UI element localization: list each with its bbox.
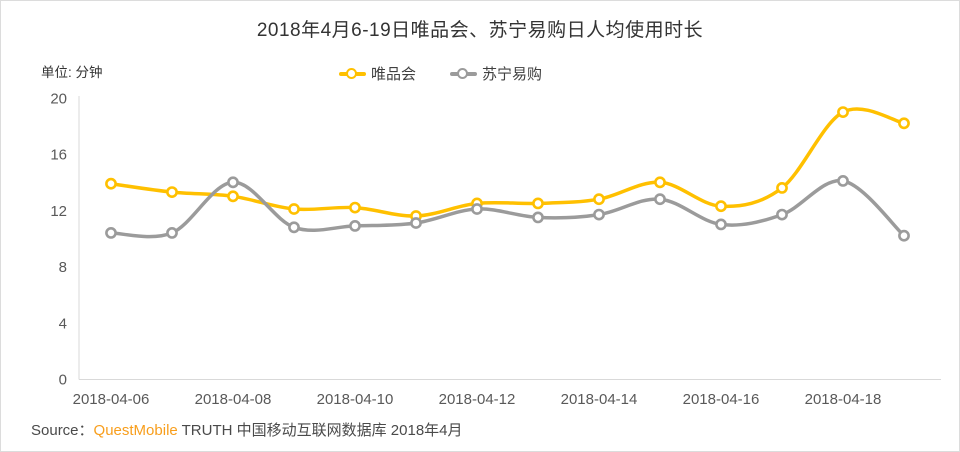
y-axis-label: 4 [59, 315, 67, 332]
data-point-苏宁易购 [288, 221, 300, 234]
legend-item-vipshop: 唯品会 [339, 63, 416, 84]
data-point-苏宁易购 [837, 174, 849, 187]
line-marker-icon [450, 67, 478, 81]
data-point-唯品会 [532, 197, 544, 210]
data-point-唯品会 [105, 177, 117, 190]
x-axis-label: 2018-04-16 [683, 391, 760, 408]
legend-label: 苏宁易购 [482, 66, 543, 83]
data-point-唯品会 [837, 106, 849, 118]
data-point-苏宁易购 [410, 217, 422, 229]
y-axis-label: 12 [50, 203, 67, 220]
data-point-唯品会 [898, 117, 910, 130]
source-prefix: Source： [31, 422, 94, 439]
y-axis-label: 20 [50, 91, 67, 108]
y-axis-label: 8 [59, 259, 67, 276]
data-point-苏宁易购 [776, 208, 788, 221]
data-point-苏宁易购 [471, 203, 483, 215]
legend-item-suning: 苏宁易购 [450, 63, 542, 84]
data-point-唯品会 [288, 203, 300, 215]
source-suffix: TRUTH 中国移动互联网数据库 2018年4月 [177, 422, 463, 439]
source-brand: QuestMobile [93, 422, 178, 439]
data-point-唯品会 [166, 186, 178, 198]
y-axis-label: 16 [50, 147, 67, 164]
data-point-苏宁易购 [593, 208, 605, 221]
y-axis-label: 0 [59, 372, 67, 389]
data-point-唯品会 [776, 181, 788, 194]
chart-title: 2018年4月6-19日唯品会、苏宁易购日人均使用时长 [256, 20, 704, 41]
unit-label: 单位: 分钟 [41, 65, 103, 80]
legend: 唯品会 苏宁易购 [339, 63, 542, 84]
data-point-苏宁易购 [105, 226, 117, 239]
x-axis-label: 2018-04-06 [73, 391, 150, 408]
data-point-苏宁易购 [715, 218, 727, 231]
data-point-苏宁易购 [532, 211, 544, 224]
x-axis-label: 2018-04-14 [561, 391, 638, 408]
data-point-苏宁易购 [349, 219, 361, 232]
x-axis-label: 2018-04-12 [439, 391, 516, 408]
source-line: Source：QuestMobile TRUTH 中国移动互联网数据库 2018… [31, 419, 463, 440]
x-axis-label: 2018-04-18 [805, 391, 882, 408]
data-point-唯品会 [227, 190, 239, 203]
data-point-唯品会 [715, 200, 727, 213]
data-point-苏宁易购 [654, 193, 666, 206]
data-point-唯品会 [349, 201, 361, 214]
line-marker-icon [339, 67, 366, 81]
x-axis-label: 2018-04-08 [195, 391, 272, 408]
data-point-苏宁易购 [898, 229, 910, 242]
data-point-唯品会 [593, 193, 605, 206]
data-point-唯品会 [654, 176, 666, 189]
data-point-苏宁易购 [166, 226, 178, 239]
x-axis-label: 2018-04-10 [317, 391, 394, 408]
legend-label: 唯品会 [371, 66, 417, 83]
data-point-苏宁易购 [227, 176, 239, 189]
